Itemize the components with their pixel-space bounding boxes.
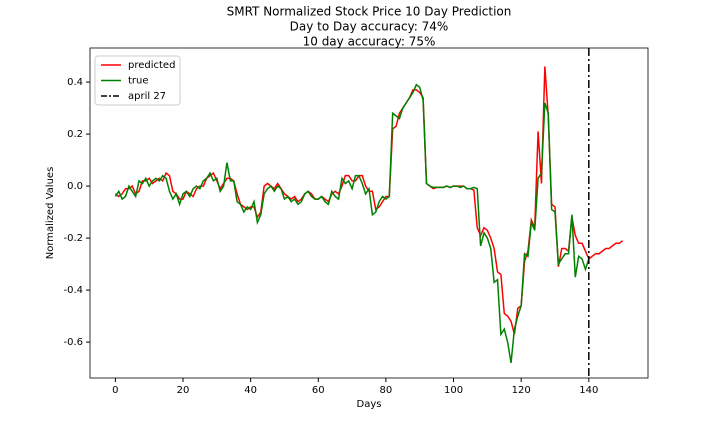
series-line [114,83,590,364]
x-tick-label: 100 [444,385,463,396]
y-tick-label: -0.6 [63,337,83,348]
y-tick-label: -0.2 [63,233,83,244]
x-tick-label: 140 [579,385,598,396]
x-tick-label: 0 [112,385,118,396]
legend-label: predicted [128,60,175,71]
x-tick-label: 120 [512,385,531,396]
chart-subtitle: Day to Day accuracy: 74% [290,20,449,34]
plot-frame [89,47,649,379]
legend-label: april 27 [128,91,166,102]
y-tick-label: 0.0 [67,181,83,192]
y-tick-label: 0.2 [67,129,83,140]
chart-subtitle: 10 day accuracy: 75% [303,35,436,49]
y-axis-label: Normalized Values [45,167,56,260]
x-tick-label: 80 [380,385,393,396]
legend-label: true [128,76,149,87]
y-tick-label: -0.4 [63,285,83,296]
x-axis-label: Days [357,399,382,410]
x-tick-label: 40 [244,385,257,396]
legend-box [94,55,181,106]
chart-title: SMRT Normalized Stock Price 10 Day Predi… [227,5,512,19]
y-tick-label: 0.4 [67,77,83,88]
x-tick-label: 20 [177,385,190,396]
x-tick-label: 60 [312,385,325,396]
